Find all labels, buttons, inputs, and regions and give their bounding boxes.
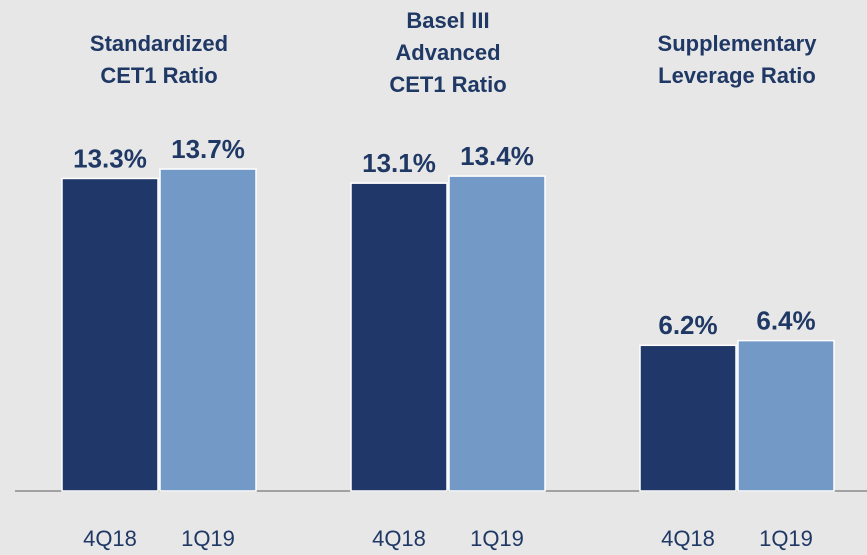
bar bbox=[159, 168, 257, 492]
bar bbox=[61, 177, 159, 492]
bar bbox=[448, 175, 546, 492]
x-tick-label: 4Q18 bbox=[83, 526, 137, 551]
group-title: Leverage Ratio bbox=[658, 63, 816, 88]
value-label: 13.4% bbox=[460, 141, 534, 171]
x-tick-label: 1Q19 bbox=[181, 526, 235, 551]
value-label: 13.3% bbox=[73, 143, 147, 173]
x-tick-label: 4Q18 bbox=[372, 526, 426, 551]
value-label: 13.1% bbox=[362, 148, 436, 178]
value-label: 6.2% bbox=[658, 310, 717, 340]
group-title: Standardized bbox=[90, 31, 228, 56]
group-title: CET1 Ratio bbox=[389, 72, 506, 97]
x-tick-label: 1Q19 bbox=[759, 526, 813, 551]
x-tick-label: 1Q19 bbox=[470, 526, 524, 551]
group-title: CET1 Ratio bbox=[100, 63, 217, 88]
bar bbox=[639, 344, 737, 492]
value-label: 13.7% bbox=[171, 134, 245, 164]
bar bbox=[737, 339, 835, 492]
group-title: Supplementary bbox=[658, 31, 818, 56]
x-tick-label: 4Q18 bbox=[661, 526, 715, 551]
bar bbox=[350, 182, 448, 492]
group-title: Advanced bbox=[395, 40, 500, 65]
value-label: 6.4% bbox=[756, 305, 815, 335]
group-title: Basel III bbox=[406, 8, 489, 33]
